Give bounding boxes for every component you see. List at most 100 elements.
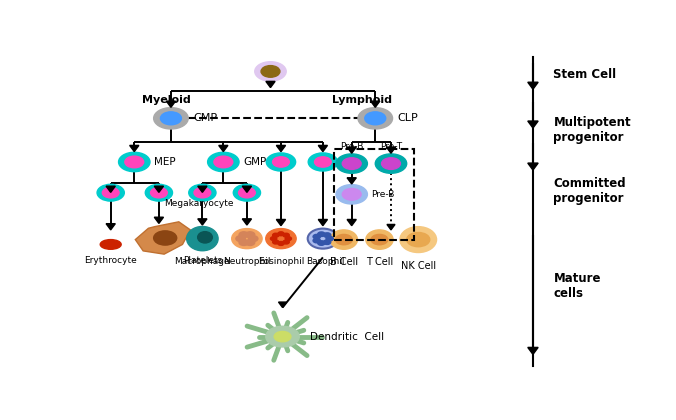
Polygon shape [347, 178, 356, 184]
Polygon shape [347, 220, 356, 226]
Ellipse shape [366, 230, 393, 249]
Polygon shape [276, 145, 285, 152]
Text: Megakaryocyte: Megakaryocyte [164, 199, 234, 208]
Ellipse shape [197, 232, 212, 243]
Ellipse shape [266, 228, 296, 249]
Polygon shape [266, 81, 275, 88]
Circle shape [239, 187, 256, 198]
Circle shape [342, 158, 361, 169]
Circle shape [336, 185, 368, 204]
Polygon shape [528, 347, 538, 354]
Text: T Cell: T Cell [366, 257, 393, 268]
Circle shape [336, 154, 368, 173]
Text: Mature
cells: Mature cells [554, 273, 601, 300]
Circle shape [407, 233, 430, 247]
Polygon shape [219, 145, 228, 152]
Circle shape [199, 243, 208, 248]
Circle shape [249, 236, 258, 242]
Circle shape [255, 62, 286, 81]
Circle shape [208, 152, 239, 172]
Polygon shape [135, 222, 191, 254]
Polygon shape [154, 217, 164, 223]
Polygon shape [166, 101, 176, 108]
Ellipse shape [187, 226, 218, 251]
Circle shape [97, 184, 124, 201]
Polygon shape [528, 163, 538, 170]
Text: GMP: GMP [243, 157, 266, 167]
Circle shape [283, 233, 289, 237]
Polygon shape [242, 186, 251, 192]
Ellipse shape [232, 228, 262, 249]
Circle shape [153, 108, 188, 129]
Circle shape [125, 156, 144, 168]
Circle shape [206, 241, 214, 246]
Circle shape [308, 153, 337, 171]
Circle shape [326, 236, 333, 241]
Polygon shape [130, 145, 139, 152]
Polygon shape [347, 147, 356, 153]
Circle shape [270, 237, 276, 241]
Circle shape [261, 66, 280, 77]
Text: Macrophage: Macrophage [174, 257, 231, 266]
Polygon shape [106, 186, 116, 192]
Circle shape [102, 187, 119, 198]
Circle shape [358, 108, 393, 129]
Polygon shape [154, 186, 164, 192]
Circle shape [318, 241, 325, 245]
Circle shape [313, 234, 320, 239]
Polygon shape [198, 186, 207, 192]
Text: Pro-B: Pro-B [340, 142, 364, 151]
Text: Erythrocyte: Erythrocyte [84, 256, 137, 265]
Circle shape [313, 238, 320, 243]
Circle shape [151, 187, 167, 198]
Text: Multipotent
progenitor: Multipotent progenitor [554, 116, 631, 144]
Circle shape [375, 154, 407, 173]
Circle shape [118, 152, 150, 172]
Text: NK Cell: NK Cell [401, 260, 436, 270]
Text: Pre-B: Pre-B [372, 190, 395, 199]
Circle shape [371, 234, 388, 245]
Circle shape [283, 240, 289, 244]
Circle shape [278, 241, 284, 245]
Circle shape [318, 232, 325, 236]
Circle shape [160, 112, 181, 125]
Circle shape [278, 232, 284, 236]
Text: Myeloid: Myeloid [142, 94, 191, 105]
Circle shape [153, 231, 176, 245]
Polygon shape [318, 145, 327, 152]
Circle shape [335, 234, 352, 245]
Circle shape [145, 184, 172, 201]
Circle shape [245, 240, 255, 245]
Circle shape [239, 232, 249, 238]
Circle shape [214, 156, 233, 168]
Circle shape [194, 187, 211, 198]
Circle shape [203, 234, 212, 239]
Polygon shape [387, 224, 395, 230]
Polygon shape [242, 219, 251, 225]
Ellipse shape [330, 230, 358, 249]
Circle shape [274, 331, 291, 342]
Circle shape [266, 326, 299, 347]
Circle shape [272, 240, 279, 244]
Circle shape [233, 184, 260, 201]
Text: Basophil: Basophil [306, 257, 345, 266]
Text: Lymphoid: Lymphoid [332, 94, 392, 105]
Polygon shape [370, 101, 380, 108]
Circle shape [342, 189, 361, 200]
Text: Platelets: Platelets [183, 256, 222, 265]
Circle shape [189, 184, 216, 201]
Polygon shape [276, 220, 285, 226]
Text: Eosinophil: Eosinophil [258, 257, 304, 266]
Circle shape [323, 240, 331, 244]
Polygon shape [279, 302, 287, 307]
Circle shape [194, 239, 202, 244]
Polygon shape [318, 220, 327, 226]
Circle shape [236, 236, 245, 242]
Text: B Cell: B Cell [330, 257, 358, 268]
Text: Committed
progenitor: Committed progenitor [554, 177, 626, 205]
Ellipse shape [400, 227, 437, 252]
Polygon shape [387, 147, 395, 153]
Circle shape [239, 240, 249, 245]
Circle shape [245, 232, 255, 238]
Text: Stem Cell: Stem Cell [554, 68, 617, 81]
